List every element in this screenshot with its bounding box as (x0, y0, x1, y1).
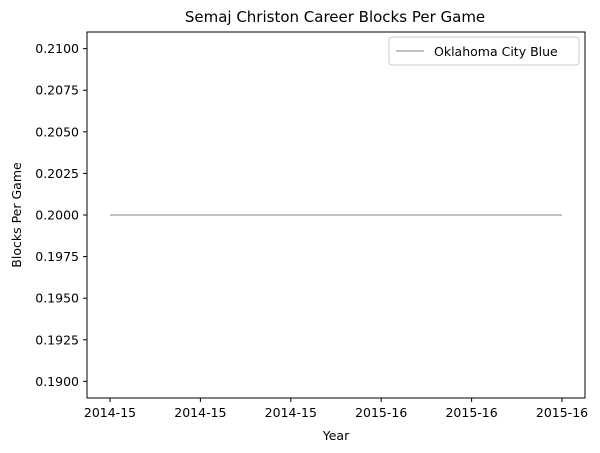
y-tick-label: 0.2050 (35, 124, 79, 139)
y-tick-label: 0.1975 (35, 249, 79, 264)
y-axis-label: Blocks Per Game (9, 162, 24, 268)
y-tick-label: 0.2025 (35, 166, 79, 181)
chart-title: Semaj Christon Career Blocks Per Game (185, 8, 485, 26)
x-axis-label: Year (322, 428, 350, 443)
x-tick-label: 2014-15 (265, 405, 317, 420)
legend-box (388, 36, 580, 66)
x-tick-label: 2014-15 (84, 405, 136, 420)
legend-label: Oklahoma City Blue (434, 44, 558, 59)
y-tick-label: 0.2075 (35, 83, 79, 98)
y-tick-label: 0.2100 (35, 41, 79, 56)
y-axis: 0.1900 0.1925 0.1950 0.1975 0.2000 0.2025 0.20… (35, 41, 87, 389)
legend: Oklahoma City Blue (388, 36, 580, 66)
x-tick-label: 2015-16 (355, 405, 407, 420)
y-tick-label: 0.1925 (35, 332, 79, 347)
y-tick-label: 0.1950 (35, 291, 79, 306)
y-tick-label: 0.2000 (35, 208, 79, 223)
x-tick-label: 2014-15 (174, 405, 226, 420)
x-axis: 2014-15 2014-15 2014-15 2015-16 2015-16 2015-… (84, 398, 588, 420)
x-tick-label: 2015-16 (445, 405, 497, 420)
x-tick-label: 2015-16 (536, 405, 588, 420)
y-tick-label: 0.1900 (35, 374, 79, 389)
